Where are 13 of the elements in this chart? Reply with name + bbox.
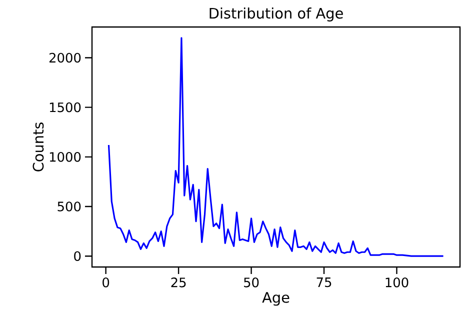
chart-title: Distribution of Age (210, 8, 343, 22)
x-tick-label: 75 (316, 278, 332, 288)
y-tick-label: 500 (58, 202, 81, 212)
y-tick-label: 2000 (49, 52, 81, 63)
y-axis-title: Counts (32, 122, 44, 172)
y-tick-label: 1000 (50, 152, 81, 162)
x-tick-label: 0 (102, 278, 110, 288)
y-tick-label: 0 (74, 251, 81, 261)
x-tick-label: 100 (386, 278, 408, 288)
x-axis-title: Age (262, 292, 290, 306)
x-tick-label: 25 (171, 278, 186, 288)
x-tick-label: 50 (244, 278, 259, 288)
y-tick-label: 1500 (50, 102, 81, 112)
